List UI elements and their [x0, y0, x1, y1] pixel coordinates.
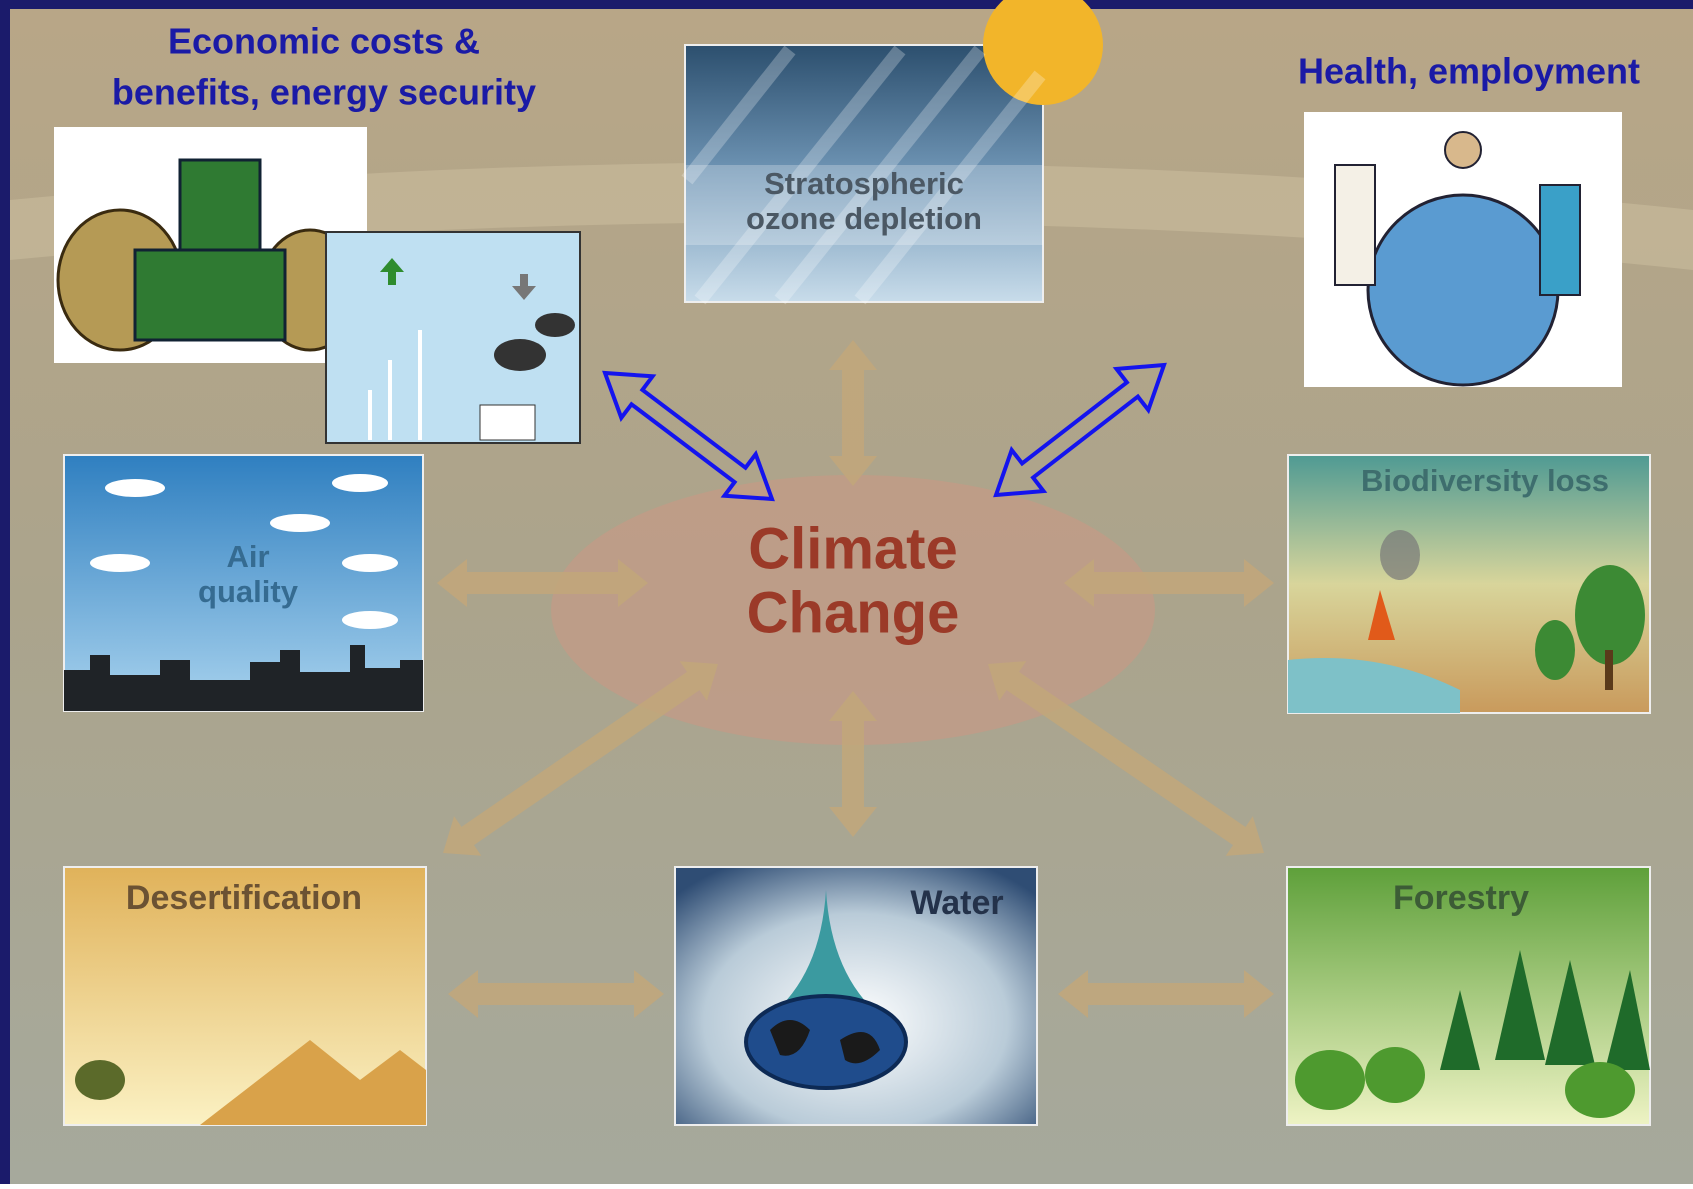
panel-label: quality [198, 574, 299, 609]
air-panel: Air quality [64, 455, 423, 711]
panel-label: ozone depletion [746, 201, 982, 236]
page: Stratospheric ozone depletion Air qualit… [0, 0, 1693, 1184]
panel-label: Water [910, 884, 1003, 922]
ozone-panel: Stratospheric ozone depletion [685, 0, 1103, 302]
panel-label: Desertification [126, 879, 362, 917]
people-image [1304, 112, 1622, 387]
topic-label: Economic costs & [168, 21, 480, 62]
panel-label: Forestry [1393, 879, 1529, 917]
panel-label: Biodiversity loss [1361, 463, 1609, 498]
diagram: Stratospheric ozone depletion Air qualit… [0, 0, 1693, 1184]
forestry-panel: Forestry [1287, 867, 1650, 1125]
topic-label: Health, employment [1298, 51, 1640, 92]
panel-label: Air [226, 539, 269, 574]
topic-label: benefits, energy security [112, 72, 536, 113]
center-title: Change [747, 580, 960, 645]
desertification-panel: Desertification [64, 867, 426, 1125]
water-panel: Water [675, 867, 1037, 1125]
money-image [54, 127, 367, 363]
center-title: Climate [748, 516, 958, 581]
wind-image [326, 232, 580, 443]
biodiversity-panel: Biodiversity loss [1288, 455, 1650, 713]
panel-label: Stratospheric [764, 166, 964, 201]
